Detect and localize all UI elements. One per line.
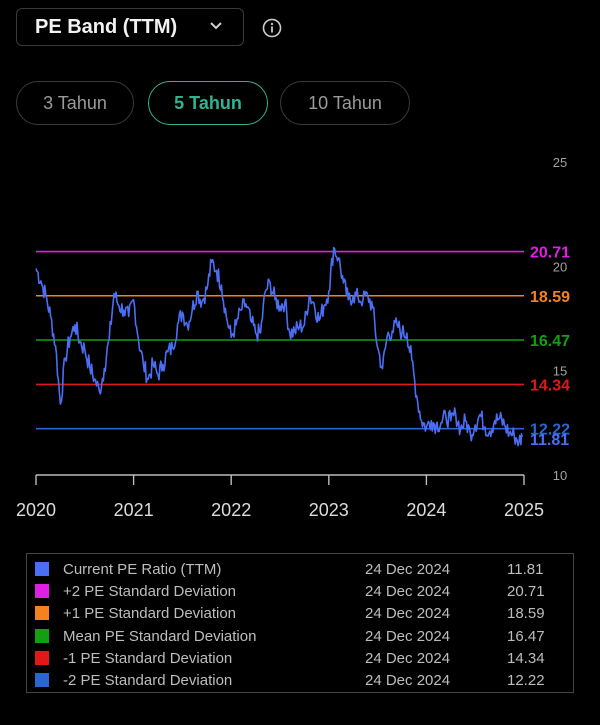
legend-date: 24 Dec 2024 <box>365 561 451 578</box>
band-value-label: 18.59 <box>530 289 570 306</box>
current-value-label: 11.81 <box>530 432 569 449</box>
current-pe-series-line <box>35 246 523 447</box>
y-tick-label: 15 <box>553 364 567 379</box>
band-value-label: 20.71 <box>530 245 570 262</box>
y-tick-label: 10 <box>553 468 567 483</box>
legend-value: 12.22 <box>507 672 545 689</box>
legend-date: 24 Dec 2024 <box>365 605 451 622</box>
legend-date: 24 Dec 2024 <box>365 583 451 600</box>
legend-swatch <box>35 651 49 665</box>
legend-row-minus1: -1 PE Standard Deviation 24 Dec 2024 14.… <box>27 647 573 669</box>
legend-row-minus2: -2 PE Standard Deviation 24 Dec 2024 12.… <box>27 669 573 691</box>
metric-dropdown-label: PE Band (TTM) <box>35 15 178 38</box>
metric-dropdown[interactable]: PE Band (TTM) <box>16 8 244 46</box>
legend-name: Mean PE Standard Deviation <box>63 628 257 645</box>
legend-row-plus1: +1 PE Standard Deviation 24 Dec 2024 18.… <box>27 602 573 624</box>
legend-name: +1 PE Standard Deviation <box>63 605 237 622</box>
tab-3-tahun[interactable]: 3 Tahun <box>16 81 134 125</box>
legend-value: 16.47 <box>507 628 545 645</box>
legend-value: 18.59 <box>507 605 545 622</box>
legend-row-current: Current PE Ratio (TTM) 24 Dec 2024 11.81 <box>27 558 573 580</box>
legend-swatch <box>35 629 49 643</box>
x-tick-label: 2020 <box>16 500 56 520</box>
legend-value: 14.34 <box>507 650 545 667</box>
band-value-label: 12.22 <box>530 422 570 439</box>
legend-row-plus2: +2 PE Standard Deviation 24 Dec 2024 20.… <box>27 580 573 602</box>
legend-value: 20.71 <box>507 583 545 600</box>
legend-swatch <box>35 673 49 687</box>
x-tick-label: 2023 <box>309 500 349 520</box>
legend-table: Current PE Ratio (TTM) 24 Dec 2024 11.81… <box>26 553 574 693</box>
legend-swatch <box>35 584 49 598</box>
legend-name: -1 PE Standard Deviation <box>63 650 233 667</box>
tab-10-tahun[interactable]: 10 Tahun <box>280 81 410 125</box>
legend-date: 24 Dec 2024 <box>365 628 451 645</box>
legend-value: 11.81 <box>507 561 544 578</box>
legend-name: Current PE Ratio (TTM) <box>63 561 222 578</box>
y-tick-label: 20 <box>553 259 567 274</box>
x-tick-label: 2022 <box>211 500 251 520</box>
band-value-label: 16.47 <box>530 333 570 350</box>
legend-date: 24 Dec 2024 <box>365 650 451 667</box>
legend-swatch <box>35 606 49 620</box>
x-tick-label: 2024 <box>406 500 446 520</box>
legend-swatch <box>35 562 49 576</box>
y-tick-label: 25 <box>553 155 567 170</box>
legend-date: 24 Dec 2024 <box>365 672 451 689</box>
x-tick-label: 2021 <box>114 500 154 520</box>
legend-name: +2 PE Standard Deviation <box>63 583 237 600</box>
chevron-down-icon <box>210 22 222 30</box>
x-tick-label: 2025 <box>504 500 544 520</box>
info-icon[interactable] <box>262 18 282 38</box>
legend-row-mean: Mean PE Standard Deviation 24 Dec 2024 1… <box>27 625 573 647</box>
legend-name: -2 PE Standard Deviation <box>63 672 233 689</box>
band-value-label: 14.34 <box>530 377 570 394</box>
tab-5-tahun[interactable]: 5 Tahun <box>148 81 268 125</box>
